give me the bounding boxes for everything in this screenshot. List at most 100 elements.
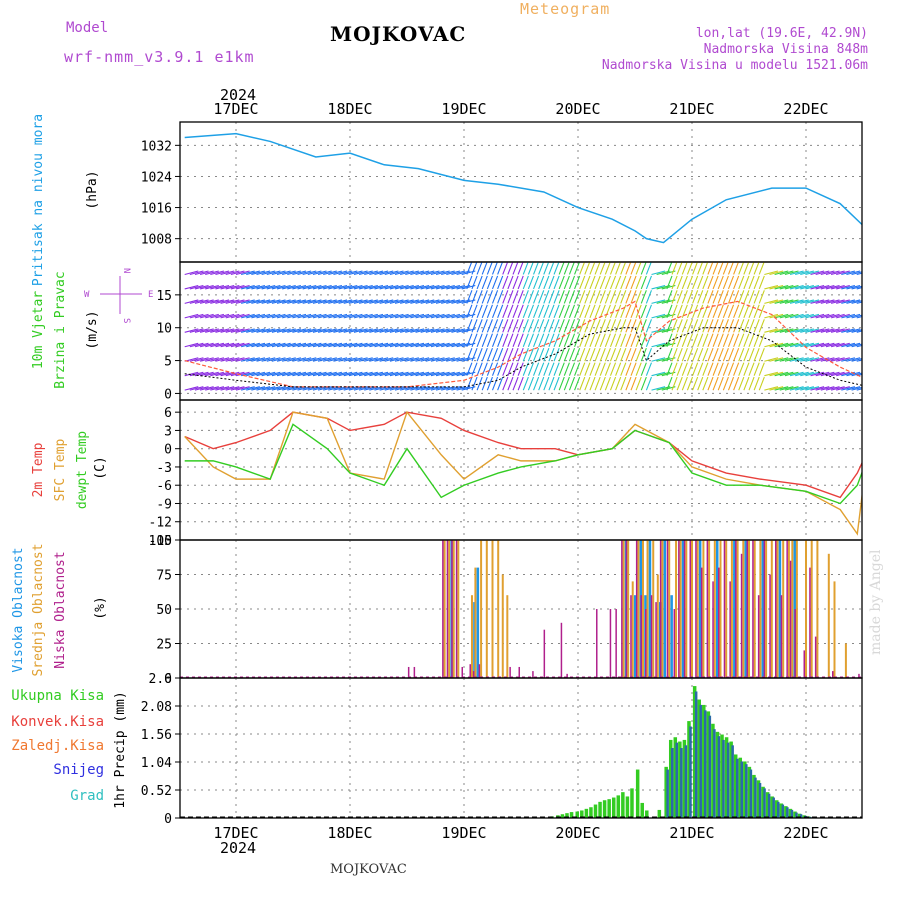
wind-barb — [333, 270, 348, 276]
wind-barb — [312, 270, 327, 276]
wind-barb — [722, 376, 729, 391]
wind-barb — [384, 328, 399, 333]
cloud-bar-mid — [713, 540, 716, 678]
wind-barb — [522, 376, 529, 391]
wind-barb — [394, 342, 409, 348]
wind-barb — [353, 299, 368, 304]
wind-barb — [441, 371, 455, 377]
wind-barb — [466, 290, 473, 304]
cloud-bar-mid — [810, 540, 813, 678]
wind-barb — [779, 313, 794, 319]
cloud-bar-mid — [776, 540, 779, 678]
wind-barb — [820, 386, 835, 391]
wind-barb — [425, 371, 440, 377]
wind-barb — [338, 342, 353, 348]
wind-barb — [379, 386, 394, 391]
wind-barb — [364, 284, 378, 290]
wind-barb — [805, 342, 820, 348]
wind-barb — [635, 376, 642, 391]
wind-barb — [867, 285, 881, 288]
wind-barb — [215, 342, 230, 348]
wind-barb — [517, 290, 524, 304]
wind-barb — [512, 333, 519, 347]
wind-barb — [287, 371, 302, 377]
wind-barb — [589, 290, 596, 304]
wind-barb — [841, 328, 856, 333]
wind-barb — [543, 347, 550, 362]
wind-barb — [743, 333, 750, 347]
wind-barb — [681, 275, 688, 290]
precip-bar-rain — [743, 761, 747, 818]
wind-barb — [466, 362, 473, 376]
cloud-label-1: Visoka Oblacnost — [11, 547, 26, 672]
wind-barb — [199, 371, 214, 377]
wind-barb — [240, 270, 255, 276]
wind-barb — [769, 270, 784, 276]
wind-barb — [415, 299, 430, 304]
wind-barb — [625, 319, 632, 333]
wind-barb — [343, 299, 358, 304]
wind-barb — [425, 284, 440, 290]
wind-barb — [738, 290, 745, 304]
wind-barb — [451, 342, 466, 348]
precip-bar-rain — [702, 704, 706, 818]
cloud-bar-low — [723, 540, 726, 678]
wind-barb — [276, 299, 291, 304]
cloud-bar-low — [700, 567, 703, 678]
wind-barb — [543, 319, 550, 333]
wind-barb — [805, 371, 820, 377]
wind-barb — [246, 386, 260, 391]
wind-barb — [769, 342, 784, 348]
wind-barb — [471, 347, 478, 362]
wind-barb — [574, 333, 581, 347]
wind-barb — [235, 386, 250, 391]
wind-barb — [748, 290, 755, 304]
wind-barb — [312, 371, 327, 377]
wind-barb — [727, 275, 735, 290]
wind-barb — [666, 347, 673, 362]
ytick-label: 6 — [164, 406, 172, 421]
cloud-bar-low — [757, 595, 760, 678]
cloud-bar-mid — [730, 540, 733, 678]
wind-barb — [389, 342, 404, 348]
wind-barb — [471, 362, 478, 376]
wind-barb — [563, 333, 570, 347]
cloud-bar-mid — [480, 540, 483, 678]
wind-barb — [323, 328, 337, 333]
wind-barb — [851, 300, 862, 304]
wind-barb — [292, 299, 307, 304]
wind-barb — [846, 371, 861, 377]
wind-barb — [830, 342, 845, 348]
cloud-bar-low — [678, 540, 680, 678]
wind-barb — [307, 313, 322, 319]
wind-barb — [671, 347, 678, 362]
wind-barb — [727, 290, 735, 304]
wind-barb — [851, 343, 862, 348]
wind-barb — [753, 275, 760, 290]
wind-barb — [276, 270, 291, 276]
station-title: MOJKOVAC — [330, 22, 467, 46]
wind-barb — [379, 357, 394, 362]
wind-barb — [584, 262, 591, 275]
precip-bar-rain — [611, 797, 616, 818]
wind-barb — [825, 270, 840, 276]
wind-barb — [364, 313, 378, 319]
wind-barb — [189, 342, 204, 348]
wind-barb — [671, 290, 678, 304]
wind-barb — [784, 299, 799, 304]
wind-barb — [343, 357, 358, 362]
precip-bar-rain — [621, 792, 625, 818]
wind-barb — [287, 342, 302, 348]
wind-barb — [753, 347, 760, 362]
wind-barb — [563, 262, 570, 275]
wind-barb — [261, 386, 276, 391]
wind-barb — [451, 299, 466, 304]
wind-barb — [251, 270, 266, 276]
wind-barb — [512, 319, 519, 333]
wind-barb — [491, 275, 499, 290]
precip-bar-rain — [738, 757, 743, 818]
cloud-bar-mid — [791, 540, 794, 678]
wind-barb — [568, 275, 576, 290]
cloud-bar-mid — [457, 540, 460, 678]
wind-barb — [543, 290, 550, 304]
